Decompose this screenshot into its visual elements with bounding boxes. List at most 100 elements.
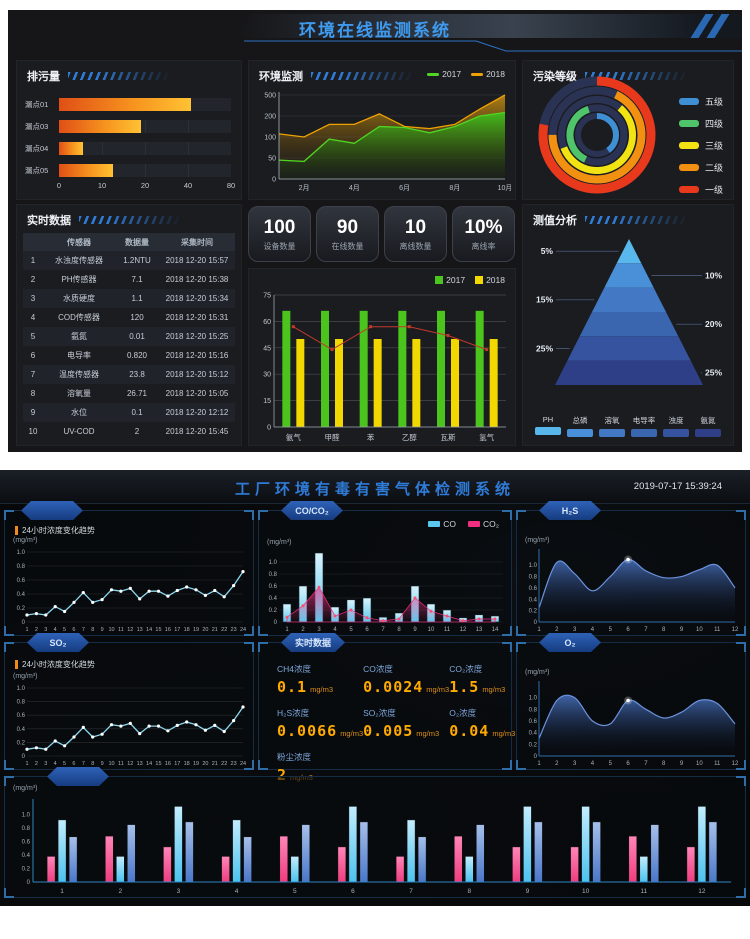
section-title-row: 排污量 <box>17 61 241 87</box>
bar <box>412 339 421 427</box>
table-cell: 溶氧量 <box>67 389 91 398</box>
legend-swatch <box>678 120 699 127</box>
legend-item[interactable]: 总磷 <box>567 415 593 437</box>
legend-label: PH <box>542 415 554 424</box>
legend-item[interactable]: 一级 <box>678 183 723 196</box>
highlight-point <box>626 557 630 562</box>
svg-text:22: 22 <box>221 627 227 633</box>
svg-text:10月: 10月 <box>498 184 511 192</box>
svg-text:11: 11 <box>714 627 721 633</box>
legend-item[interactable]: 五级 <box>678 95 723 108</box>
metric-label: CH4浓度 <box>277 664 312 674</box>
bar <box>59 163 113 177</box>
legend-item[interactable]: 四级 <box>678 117 723 130</box>
svg-text:0.2: 0.2 <box>269 608 278 614</box>
legend-item[interactable]: 2017 <box>427 69 461 79</box>
h2s-wave-chart: 00.20.40.60.81.01 2 3 4 5 6 7 8 9 10 11 12 <box>529 549 739 633</box>
metric-value: 0.1 <box>277 678 308 696</box>
legend-item[interactable]: 2017 <box>435 275 465 285</box>
corner-bracket <box>736 510 746 520</box>
bar <box>475 310 484 427</box>
corner-bracket <box>258 626 268 636</box>
svg-text:0.8: 0.8 <box>17 564 26 570</box>
bullet-decoration <box>15 526 18 535</box>
bar <box>373 339 382 427</box>
table-cell: 4 <box>30 313 36 322</box>
legend-item[interactable]: CO₂ <box>467 519 499 529</box>
svg-text:2: 2 <box>555 761 559 767</box>
section-gas-bars: 2017 2018 0 15 30 45 60 75 氨气 甲醛 苯 乙醇 瓦斯 氢气 <box>248 268 516 446</box>
svg-text:50: 50 <box>268 156 276 163</box>
pyramid-layer <box>567 336 691 361</box>
legend-item[interactable]: 浊度 <box>663 415 689 437</box>
legend-label: 2017 <box>442 69 462 79</box>
legend-item[interactable]: CO <box>428 519 456 529</box>
svg-text:11: 11 <box>118 761 124 767</box>
corner-bracket <box>516 760 526 770</box>
legend-item[interactable]: 2018 <box>471 69 505 79</box>
realtime-metric: SO₂浓度 0.005 mg/m3 <box>363 707 449 741</box>
bar-row: 漏点05 <box>25 159 231 181</box>
svg-text:0.8: 0.8 <box>22 826 31 832</box>
box-pill <box>47 767 109 786</box>
svg-text:1.0: 1.0 <box>529 696 538 702</box>
table-cell: 2018 12-20 15:16 <box>165 351 229 360</box>
metric-label: H₂S浓度 <box>277 708 310 718</box>
svg-text:15%: 15% <box>536 295 553 305</box>
svg-text:4: 4 <box>235 888 239 895</box>
table-cell: PH传感器 <box>61 275 97 284</box>
wave-area <box>539 695 735 756</box>
bar <box>105 835 114 883</box>
corner-bracket <box>4 776 14 786</box>
legend-item[interactable]: 三级 <box>678 139 723 152</box>
table-cell: 2018 12-20 15:25 <box>165 332 229 341</box>
svg-text:0.8: 0.8 <box>17 700 26 706</box>
bottom-header: 工厂环境有毒有害气体检测系统 2019-07-17 15:39:24 <box>0 470 750 504</box>
bar <box>398 310 407 427</box>
bar <box>221 856 230 883</box>
section-discharge: 排污量 漏点01 漏点03 漏点04 漏点05 0 10 20 40 80 <box>16 60 242 200</box>
table-cell: 6 <box>30 351 36 360</box>
svg-text:60: 60 <box>263 319 271 326</box>
table-row: 4 COD传感器 120 2018 12-20 15:31 <box>23 308 235 327</box>
legend-item[interactable]: 2018 <box>475 275 505 285</box>
legend-item[interactable]: 电导率 <box>631 415 657 437</box>
table-cell: 9 <box>30 408 36 417</box>
metric-label: CO浓度 <box>363 664 393 674</box>
legend-item[interactable]: 溶氧 <box>599 415 625 437</box>
trend-title-text: 24小时浓度变化趋势 <box>22 526 95 535</box>
legend-item[interactable]: 氨氮 <box>695 415 721 437</box>
ring-segment <box>548 86 646 184</box>
table-cell: COD传感器 <box>58 313 100 322</box>
svg-text:12: 12 <box>460 627 467 633</box>
table-cell: 2018 12-20 15:12 <box>165 370 229 379</box>
bar <box>59 119 141 133</box>
env-monitor-title: 环境监测 <box>259 71 303 83</box>
svg-text:9: 9 <box>101 627 104 633</box>
stat-value: 90 <box>336 216 359 238</box>
bar <box>451 339 459 427</box>
legend-item[interactable]: PH <box>535 415 561 437</box>
corner-bracket <box>736 776 746 786</box>
bar <box>359 821 369 883</box>
svg-text:8月: 8月 <box>449 184 460 192</box>
table-cell: 0.01 <box>129 332 145 341</box>
bar <box>282 310 291 427</box>
bar <box>512 846 521 883</box>
bar <box>335 339 343 427</box>
unit-label: (mg/m³) <box>13 785 38 792</box>
bar-track <box>59 163 231 177</box>
legend-label: 溶氧 <box>604 416 620 425</box>
corner-bracket <box>4 626 14 636</box>
table-cell: 7.1 <box>131 275 143 284</box>
legend-item[interactable]: 二级 <box>678 161 723 174</box>
svg-text:5: 5 <box>609 761 613 767</box>
legend-swatch <box>535 427 561 435</box>
svg-text:3: 3 <box>44 627 47 633</box>
svg-text:0.8: 0.8 <box>529 575 538 581</box>
svg-text:1: 1 <box>60 888 64 895</box>
svg-text:1.0: 1.0 <box>17 550 26 556</box>
svg-text:13: 13 <box>137 761 143 767</box>
corner-bracket <box>502 642 512 652</box>
metric-label: SO₂浓度 <box>363 708 396 718</box>
